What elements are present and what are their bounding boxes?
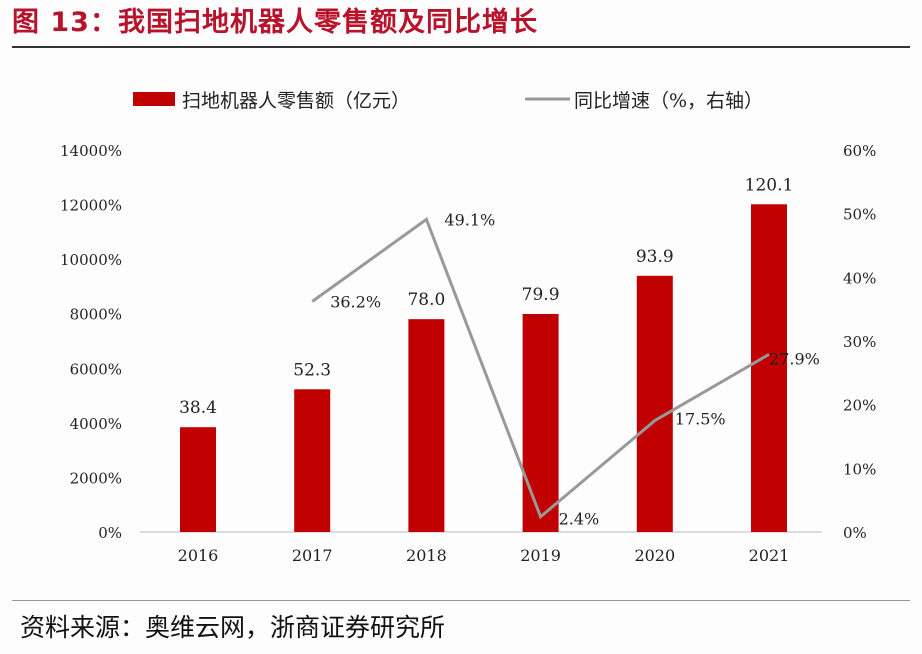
line-data-label: 2.4% <box>559 510 600 529</box>
right-axis-tick-label: 40% <box>843 269 876 287</box>
bar <box>408 319 445 532</box>
title-divider <box>12 46 910 48</box>
bar <box>522 313 559 532</box>
figure-title: 图 13：我国扫地机器人零售额及同比增长 <box>12 7 538 38</box>
left-axis-tick-label: 14000% <box>60 142 122 160</box>
left-axis-tick-label: 12000% <box>60 197 122 215</box>
left-axis-tick-label: 2000% <box>70 469 122 487</box>
bar-data-label: 120.1 <box>745 175 794 195</box>
x-axis-tick-label: 2018 <box>406 546 447 565</box>
left-axis-tick-label: 0% <box>98 524 122 542</box>
bar-data-label: 52.3 <box>293 360 331 380</box>
x-axis-tick-label: 2016 <box>178 546 219 565</box>
bar-data-label: 38.4 <box>179 398 217 418</box>
legend-bar-swatch <box>133 92 175 106</box>
bar <box>636 275 673 532</box>
bar <box>180 427 216 532</box>
chart: 扫地机器人零售额（亿元） 同比增速（%，右轴） 0% 2000% 4000% 6000% 8… <box>60 90 876 565</box>
right-axis-tick-label: 60% <box>843 142 876 160</box>
legend-bar-label: 扫地机器人零售额（亿元） <box>182 90 410 112</box>
left-axis-tick-label: 10000% <box>60 251 122 269</box>
right-axis-tick-label: 10% <box>843 460 876 478</box>
line-data-label: 49.1% <box>444 210 495 229</box>
right-axis-tick-label: 0% <box>843 524 867 542</box>
legend-line-label: 同比增速（%，右轴） <box>574 90 763 112</box>
x-axis-tick-label: 2017 <box>292 546 333 565</box>
x-axis-tick-label: 2020 <box>634 546 675 565</box>
left-axis-tick-label: 8000% <box>70 306 122 324</box>
x-axis-tick-label: 2019 <box>520 546 561 565</box>
bar <box>294 389 331 532</box>
right-axis-tick-label: 20% <box>843 397 876 415</box>
bar-data-label: 79.9 <box>522 285 560 305</box>
left-axis-tick-label: 4000% <box>70 415 122 433</box>
bar-data-label: 78.0 <box>407 290 445 310</box>
line-data-label: 17.5% <box>675 410 726 429</box>
source-note: 资料来源：奥维云网，浙商证券研究所 <box>20 613 446 642</box>
bar <box>751 204 787 532</box>
source-divider <box>12 600 910 601</box>
line-data-label: 27.9% <box>769 349 820 368</box>
right-axis-tick-label: 30% <box>843 333 876 351</box>
bar-data-label: 93.9 <box>636 247 674 267</box>
line-data-label: 36.2% <box>330 293 381 312</box>
right-axis-tick-label: 50% <box>843 206 876 224</box>
left-axis-tick-label: 6000% <box>70 360 122 378</box>
x-axis-tick-label: 2021 <box>749 546 790 565</box>
